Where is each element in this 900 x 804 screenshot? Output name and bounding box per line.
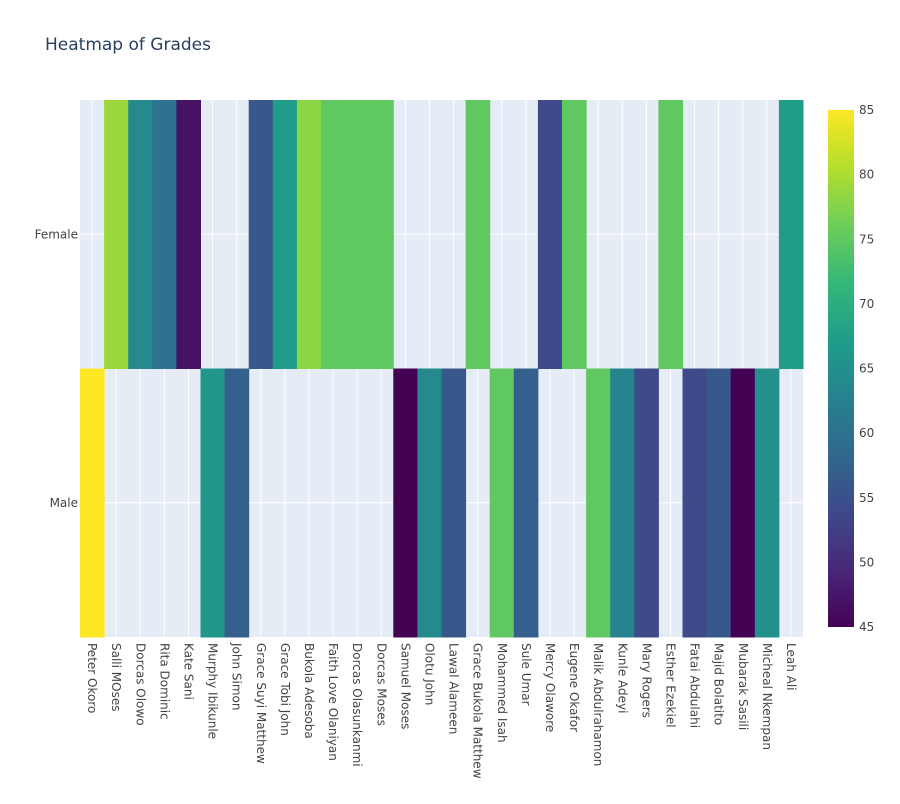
colorbar-gradient xyxy=(828,110,854,627)
heatmap-cell xyxy=(754,368,780,638)
x-tick-label: Salli MOses xyxy=(109,643,123,711)
heatmap-cell xyxy=(296,100,322,369)
x-tick-label: Leah Ali xyxy=(784,643,798,691)
x-tick-label: Sule Umar xyxy=(519,643,533,706)
x-tick-label: Grace Suyi Matthew xyxy=(254,643,268,764)
y-tick-label: Female xyxy=(35,227,78,241)
x-tick-label: Murphy Ibikunle xyxy=(206,643,220,739)
x-tick-label: Bukola Adesoba xyxy=(302,643,316,739)
heatmap-cell xyxy=(369,100,394,369)
x-tick-label: Faith Love Olaniyan xyxy=(326,643,340,761)
x-tick-label: Lawal Alameen xyxy=(447,643,461,734)
heatmap-cell xyxy=(634,368,659,638)
colorbar-tick-label: 65 xyxy=(859,362,874,376)
heatmap-cell xyxy=(658,100,683,369)
x-tick-label: Dorcas Olasunkanmi xyxy=(350,643,364,767)
colorbar-tick-label: 60 xyxy=(859,426,874,440)
colorbar: 45 50 55 60 65 70 75 80 85 xyxy=(828,103,874,634)
colorbar-tick-label: 85 xyxy=(859,103,874,117)
heatmap-cell xyxy=(80,368,105,638)
heatmap-cell xyxy=(104,100,129,369)
heatmap-cell xyxy=(610,368,635,638)
colorbar-tick-label: 55 xyxy=(859,491,874,505)
heatmap-cell xyxy=(152,100,177,369)
chart-title: Heatmap of Grades xyxy=(45,35,211,55)
colorbar-tick-label: 70 xyxy=(859,297,874,311)
heatmap-cell xyxy=(465,100,491,369)
heatmap-cell xyxy=(200,368,226,638)
heatmap-cell xyxy=(248,100,274,369)
x-tick-label: Kate Sani xyxy=(181,643,195,700)
heatmap-cell xyxy=(441,368,467,638)
x-tick-label: Dorcas Olowo xyxy=(133,643,147,726)
colorbar-tick-label: 80 xyxy=(859,168,874,182)
colorbar-tick-label: 45 xyxy=(859,620,874,634)
heatmap-cell xyxy=(345,100,370,369)
x-tick-label: Mubarak Sasili xyxy=(736,643,750,730)
heatmap-cell xyxy=(537,100,563,369)
heatmap-cell xyxy=(682,368,708,638)
heatmap-cell xyxy=(730,368,756,638)
heatmap-cell xyxy=(128,100,153,369)
heatmap-cell xyxy=(778,100,804,369)
heatmap-cell xyxy=(489,368,515,638)
x-tick-label: Olotu John xyxy=(422,643,436,705)
colorbar-tick-label: 75 xyxy=(859,232,874,246)
heatmap-cell xyxy=(706,368,732,638)
x-tick-label: Rita Dominic xyxy=(157,643,171,720)
x-tick-label: Mohammed Isah xyxy=(495,643,509,743)
x-tick-label: Grace Bukola Matthew xyxy=(471,643,485,779)
x-tick-label: Dorcas Moses xyxy=(374,643,388,726)
x-tick-label: Mary Rogers xyxy=(639,643,653,718)
heatmap-cell xyxy=(417,368,442,638)
x-tick-label: Grace Tobi John xyxy=(278,643,292,736)
heatmap-cell xyxy=(176,100,201,369)
heatmap-cell xyxy=(393,368,418,638)
x-tick-label: Majid Bolatito xyxy=(712,643,726,725)
heatmap-cell xyxy=(513,368,539,638)
heatmap-cell xyxy=(562,100,587,369)
x-tick-label: Peter Okoro xyxy=(85,643,99,713)
x-tick-label: Mercy Olawore xyxy=(543,643,557,732)
heatmap-cell xyxy=(586,368,611,638)
heatmap-cell xyxy=(272,100,298,369)
x-tick-label: Eugene Okafor xyxy=(567,643,581,732)
x-tick-label: John Simon xyxy=(230,642,244,711)
x-tick-label: Malik Abdulrahamon xyxy=(591,643,605,766)
heatmap-cell xyxy=(224,368,250,638)
colorbar-tick-label: 50 xyxy=(859,555,874,569)
x-tick-label: Fatai Abdulahi xyxy=(688,643,702,728)
y-tick-label: Male xyxy=(50,496,78,510)
x-tick-label: Esther Ezekiel xyxy=(663,643,677,728)
heatmap-cell xyxy=(321,100,346,369)
x-tick-label: Samuel Moses xyxy=(398,643,412,729)
x-tick-label: Micheal Nkempan xyxy=(760,643,774,750)
x-tick-label: Kunle Adeyi xyxy=(615,643,629,713)
